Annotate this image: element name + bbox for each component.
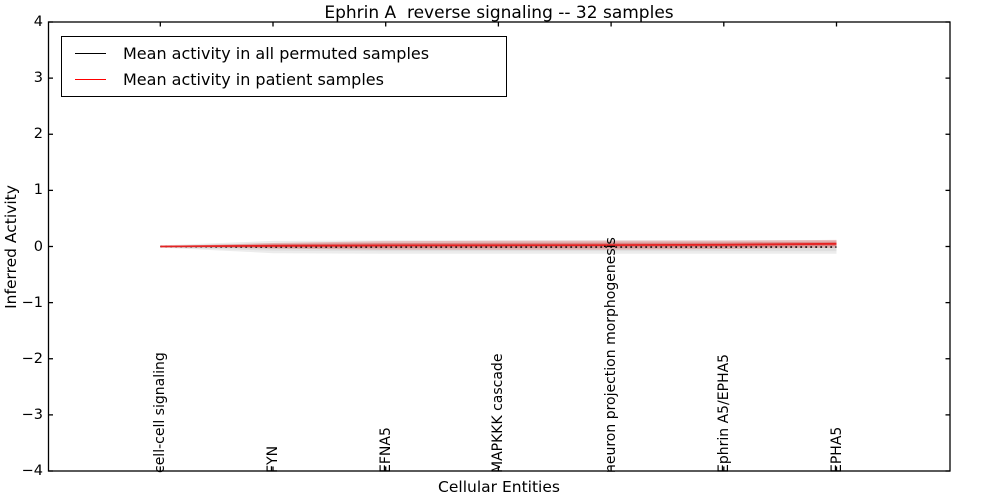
ytick-label-m2: −2 bbox=[21, 350, 43, 367]
xtick-label-mapkkk-cascade: MAPKKK cascade bbox=[490, 353, 507, 473]
xtick-label-epha5: EPHA5 bbox=[828, 426, 845, 473]
legend-item-patient: Mean activity in patient samples bbox=[62, 70, 506, 89]
axes-frame bbox=[47, 21, 951, 472]
xtick-label-ephrin-a5-epha5: Ephrin A5/EPHA5 bbox=[715, 353, 732, 473]
ytick-label-4: 4 bbox=[33, 14, 43, 30]
ytick-label-m1: −1 bbox=[21, 294, 43, 311]
chart-title: Ephrin A reverse signaling -- 32 samples bbox=[324, 3, 674, 23]
permuted-line-sample bbox=[75, 53, 106, 54]
ytick-label-3: 3 bbox=[33, 70, 43, 87]
xtick-label-efna5: EFNA5 bbox=[377, 427, 394, 473]
patient-mean-line bbox=[160, 242, 837, 248]
legend-box: Mean activity in all permuted samples Me… bbox=[61, 36, 507, 97]
legend-label-permuted: Mean activity in all permuted samples bbox=[123, 44, 430, 63]
patient-line-sample bbox=[75, 79, 106, 80]
xtick-label-fyn: FYN bbox=[265, 445, 281, 473]
x-axis-label: Cellular Entities bbox=[438, 478, 560, 496]
mean-lines bbox=[160, 242, 837, 248]
ytick-label-2: 2 bbox=[33, 126, 43, 143]
legend-label-patient: Mean activity in patient samples bbox=[123, 70, 384, 89]
ytick-label-1: 1 bbox=[33, 182, 43, 199]
ytick-label-m3: −3 bbox=[21, 406, 43, 423]
ytick-label-0: 0 bbox=[33, 238, 43, 255]
xtick-label-cell-cell-signaling: cell-cell signaling bbox=[152, 352, 169, 473]
xtick-label-neuron-projection: neuron projection morphogenesis bbox=[603, 237, 620, 473]
permuted-std-band-outer bbox=[160, 240, 837, 254]
ytick-label-m4: −4 bbox=[21, 463, 43, 479]
legend-item-permuted: Mean activity in all permuted samples bbox=[62, 44, 506, 63]
